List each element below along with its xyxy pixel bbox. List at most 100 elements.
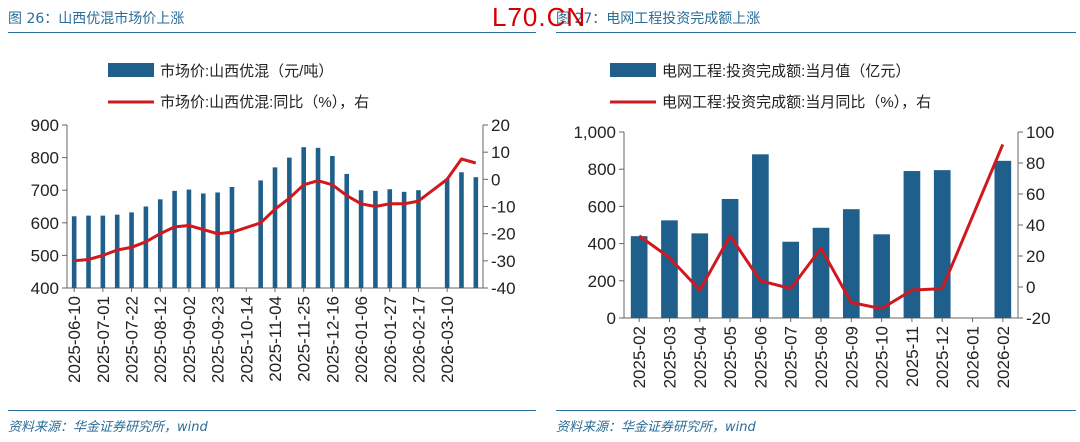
right-bar: [903, 171, 921, 318]
left-bar: [71, 216, 77, 288]
right-y-tick-label: 600: [588, 197, 616, 216]
right-x-tick-label: 2025-02: [630, 326, 649, 388]
right-bar: [933, 170, 951, 318]
right-y2-tick-label: -20: [1026, 309, 1051, 328]
left-y-tick-label: 500: [31, 246, 59, 265]
left-y-tick-label: 700: [31, 181, 59, 200]
right-y2-tick-label: 60: [1026, 185, 1045, 204]
right-bar: [721, 198, 739, 318]
left-bar: [186, 189, 192, 288]
right-bar: [842, 209, 860, 318]
left-bar: [172, 190, 177, 288]
left-x-tick-label: 2025-09-23: [209, 296, 228, 383]
left-y2-tick-label: -30: [491, 252, 516, 271]
right-y-tick-label: 400: [588, 235, 616, 254]
right-x-tick-label: 2025-12: [933, 326, 952, 388]
right-x-tick-label: 2025-11: [903, 326, 922, 387]
left-y-tick-label: 800: [31, 149, 59, 168]
left-y2-tick-label: 0: [491, 170, 500, 189]
left-bar: [129, 212, 134, 288]
left-x-tick-label: 2025-07-22: [123, 296, 142, 383]
left-source-note: 资料来源：华金证券研究所，wind: [8, 420, 208, 435]
watermark: L70.CN: [492, 2, 587, 32]
right-x-tick-label: 2026-02: [994, 326, 1013, 388]
right-y2-tick-label: 80: [1026, 154, 1045, 173]
right-figure-title: 图 27：电网工程投资完成额上涨: [556, 11, 761, 27]
left-title-rule: [8, 32, 536, 33]
left-bar: [229, 186, 235, 288]
left-y-tick-label: 600: [31, 214, 59, 233]
left-bar: [272, 167, 278, 288]
left-x-tick-label: 2025-11-04: [266, 296, 285, 382]
right-x-tick-label: 2025-03: [660, 326, 679, 388]
right-bar: [812, 227, 830, 318]
left-figure-title: 图 26：山西优混市场价上涨: [8, 11, 185, 27]
right-legend-bar-label: 电网工程:投资完成额:当月值（亿元）: [662, 63, 910, 80]
left-y2-tick-label: 20: [491, 116, 510, 135]
right-source-rule: [556, 410, 1076, 411]
left-bar: [258, 180, 263, 288]
left-y2-tick-label: -10: [491, 198, 516, 217]
right-bar: [752, 154, 769, 318]
right-y-tick-label: 1,000: [573, 123, 616, 142]
left-bar: [373, 190, 378, 288]
right-bar: [873, 234, 890, 318]
left-bar: [301, 147, 306, 288]
left-bar: [473, 177, 479, 288]
left-x-tick-label: 2026-02-17: [409, 296, 428, 383]
left-bar: [444, 178, 450, 288]
left-y2-tick-label: 10: [491, 143, 510, 162]
right-y-tick-label: 0: [607, 309, 616, 328]
left-x-tick-label: 2025-09-02: [180, 296, 199, 383]
right-x-tick-label: 2025-07: [782, 326, 801, 388]
right-x-tick-label: 2025-04: [691, 326, 710, 388]
left-bar: [200, 193, 206, 288]
right-chart: 电网工程:投资完成额:当月值（亿元） 电网工程:投资完成额:当月同比（%），右 1,…: [573, 63, 1054, 388]
left-bar: [344, 173, 350, 288]
left-x-tick-label: 2026-01-27: [381, 296, 400, 383]
left-y-tick-label: 400: [31, 279, 59, 298]
right-bar: [691, 233, 709, 318]
left-bar: [416, 190, 421, 288]
left-yoy-line: [74, 157, 477, 263]
right-x-tick-label: 2025-09: [842, 326, 861, 388]
right-y-tick-label: 200: [588, 272, 616, 291]
left-panel: 图 26：山西优混市场价上涨 市场价:山西优混（元/吨） 市场价:山西优混:同比（…: [8, 11, 536, 435]
right-bar: [630, 236, 648, 318]
left-y2-tick-label: -20: [491, 225, 516, 244]
left-x-tick-label: 2025-06-10: [65, 296, 84, 383]
left-chart: 市场价:山西优混（元/吨） 市场价:山西优混:同比（%），右 900 800 700 60…: [31, 63, 516, 383]
left-x-tick-label: 2026-03-10: [438, 296, 457, 383]
left-legend-bar-label: 市场价:山西优混（元/吨）: [160, 63, 333, 80]
left-x-tick-label: 2025-12-16: [323, 296, 342, 383]
right-legend-line-label: 电网工程:投资完成额:当月同比（%），右: [662, 94, 931, 111]
right-yoy-line: [638, 143, 1005, 311]
left-bar: [387, 189, 393, 288]
left-x-tick-label: 2025-11-25: [295, 296, 314, 382]
right-bar: [782, 241, 800, 318]
right-x-tick-label: 2025-10: [873, 326, 892, 388]
right-y2-tick-label: 20: [1026, 247, 1045, 266]
right-y-tick-label: 800: [588, 160, 616, 179]
right-source-note: 资料来源：华金证券研究所，wind: [556, 420, 756, 435]
right-x-tick-label: 2026-01: [964, 326, 983, 388]
left-bar: [143, 206, 149, 288]
left-bar: [287, 157, 292, 288]
right-x-tick-label: 2025-05: [721, 326, 740, 388]
left-legend-bar-swatch: [108, 63, 154, 77]
left-bar: [459, 172, 464, 288]
left-y2-tick-label: -40: [491, 279, 516, 298]
left-source-rule: [8, 410, 536, 411]
left-bar: [100, 215, 106, 288]
right-bar: [994, 160, 1012, 318]
left-bar: [358, 190, 364, 288]
left-x-tick-label: 2025-10-14: [237, 296, 256, 383]
right-y2-tick-label: 40: [1026, 216, 1045, 235]
left-legend-line-label: 市场价:山西优混:同比（%），右: [160, 94, 369, 111]
left-bar: [86, 215, 91, 288]
right-y2-tick-label: 100: [1026, 123, 1054, 142]
right-y2-tick-label: 0: [1026, 278, 1035, 297]
left-bar: [315, 147, 321, 288]
right-x-tick-label: 2025-06: [751, 326, 770, 388]
right-title-rule: [556, 32, 1076, 33]
